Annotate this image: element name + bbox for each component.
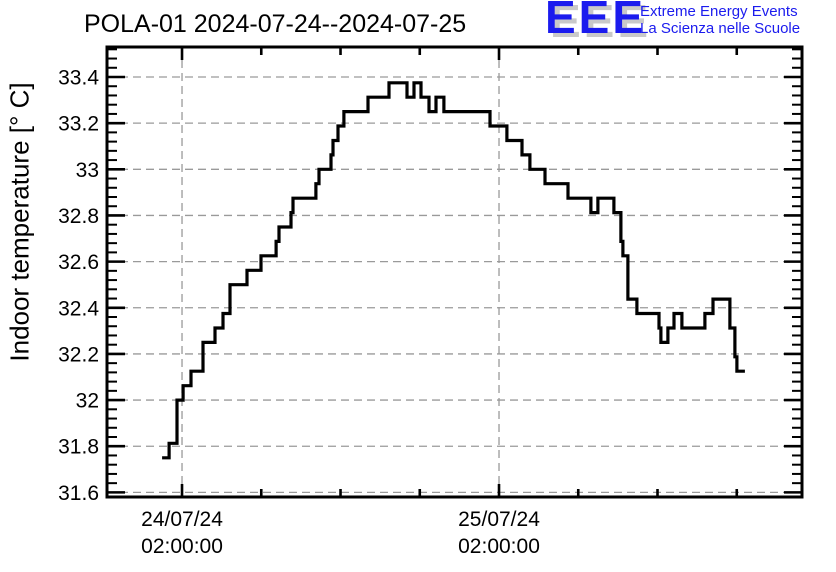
y-tick-label: 32.4 <box>58 297 99 320</box>
y-tick-label: 33 <box>76 159 99 182</box>
x-tick-label-day1-date: 24/07/24 <box>141 508 223 531</box>
eee-logo-subtitle-line1: Extreme Energy Events <box>640 3 798 20</box>
y-tick-label: 32 <box>76 390 99 413</box>
y-tick-label: 32.8 <box>58 205 99 228</box>
axis-frame <box>105 45 804 499</box>
x-tick-label-day2: 25/07/24 02:00:00 <box>458 506 540 560</box>
y-tick-label: 31.8 <box>58 436 99 459</box>
y-tick-label: 33.2 <box>58 113 99 136</box>
x-tick-label-day1-time: 02:00:00 <box>141 535 223 558</box>
eee-logo-acronym: EEE <box>545 0 647 43</box>
eee-logo-subtitle-line2: La Scienza nelle Scuole <box>640 20 801 37</box>
x-tick-label-day2-date: 25/07/24 <box>458 508 540 531</box>
temperature-step-line <box>162 81 745 460</box>
eee-logo-mark: EEE EEE <box>545 0 648 44</box>
x-tick-label-day2-time: 02:00:00 <box>458 535 540 558</box>
chart-title: POLA-01 2024-07-24--2024-07-25 <box>84 10 467 38</box>
y-tick-label: 32.6 <box>58 251 99 274</box>
x-tick-label-day1: 24/07/24 02:00:00 <box>141 506 223 560</box>
y-tick-label: 33.4 <box>58 67 99 90</box>
eee-logo-subtitle: Extreme Energy Events La Scienza nelle S… <box>640 3 800 37</box>
eee-logo-shadow: EEE <box>550 0 652 47</box>
y-tick-label: 31.6 <box>58 482 99 505</box>
y-tick-label: 32.2 <box>58 343 99 366</box>
